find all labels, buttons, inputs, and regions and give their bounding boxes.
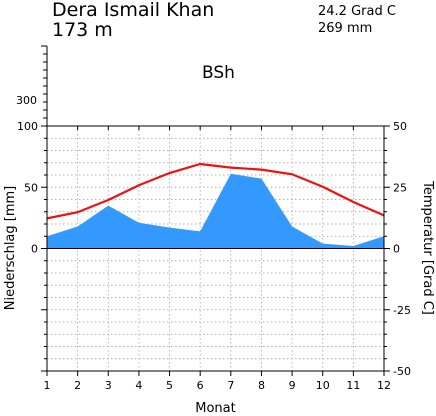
left-axis-title: Niederschlag [mm] bbox=[3, 186, 18, 311]
climate-classification: BSh bbox=[202, 63, 235, 83]
x-tick-label: 2 bbox=[74, 379, 81, 392]
x-tick-label: 5 bbox=[166, 379, 173, 392]
annual-precipitation-total: 269 mm bbox=[318, 21, 373, 36]
right-tick-label: 0 bbox=[393, 243, 400, 256]
x-tick-label: 3 bbox=[105, 379, 112, 392]
right-tick-label: -25 bbox=[393, 304, 411, 317]
left-tick-label: 50 bbox=[24, 181, 38, 194]
x-tick-label: 12 bbox=[377, 379, 391, 392]
x-tick-label: 10 bbox=[316, 379, 330, 392]
left-tick-label: 100 bbox=[17, 120, 38, 133]
right-tick-label: -50 bbox=[393, 365, 411, 378]
temperature-line bbox=[46, 162, 385, 220]
annual-mean-temperature: 24.2 Grad C bbox=[318, 4, 396, 19]
right-y-axis: 50 25 0 -25 -50 bbox=[384, 120, 411, 378]
x-axis: 1 2 3 4 5 6 7 8 9 10 11 12 bbox=[44, 126, 391, 392]
x-tick-label: 6 bbox=[197, 379, 204, 392]
left-y-axis: 100 50 0 bbox=[17, 120, 47, 372]
station-elevation: 173 m bbox=[52, 19, 113, 41]
station-name: Dera Ismail Khan bbox=[52, 0, 215, 21]
left-tick-label-300: 300 bbox=[16, 94, 37, 107]
x-tick-label: 4 bbox=[135, 379, 142, 392]
x-tick-label: 7 bbox=[227, 379, 234, 392]
left-tick-label: 0 bbox=[31, 243, 38, 256]
right-axis-title: Temperatur [Grad C] bbox=[420, 180, 435, 315]
x-tick-label: 8 bbox=[258, 379, 265, 392]
x-tick-label: 1 bbox=[44, 379, 51, 392]
x-tick-label: 9 bbox=[289, 379, 296, 392]
left-axis-upper-section: 300 bbox=[16, 45, 48, 126]
precipitation-area bbox=[47, 173, 384, 249]
x-axis-title: Monat bbox=[195, 401, 235, 416]
x-tick-label: 11 bbox=[346, 379, 360, 392]
right-tick-label: 50 bbox=[393, 120, 407, 133]
right-tick-label: 25 bbox=[393, 181, 407, 194]
